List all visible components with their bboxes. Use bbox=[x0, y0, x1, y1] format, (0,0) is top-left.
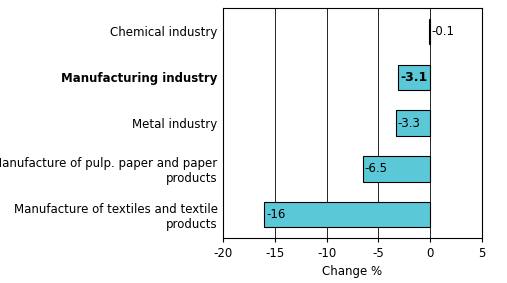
Text: -6.5: -6.5 bbox=[365, 162, 388, 175]
Text: -0.1: -0.1 bbox=[431, 25, 454, 38]
Text: -3.3: -3.3 bbox=[398, 117, 421, 130]
Bar bbox=[363, 156, 430, 182]
X-axis label: Change %: Change % bbox=[322, 265, 382, 278]
Text: -16: -16 bbox=[267, 208, 286, 221]
Bar bbox=[398, 65, 430, 90]
Bar bbox=[429, 19, 430, 44]
Bar bbox=[396, 110, 430, 136]
Bar bbox=[265, 202, 430, 228]
Text: -3.1: -3.1 bbox=[400, 71, 427, 84]
